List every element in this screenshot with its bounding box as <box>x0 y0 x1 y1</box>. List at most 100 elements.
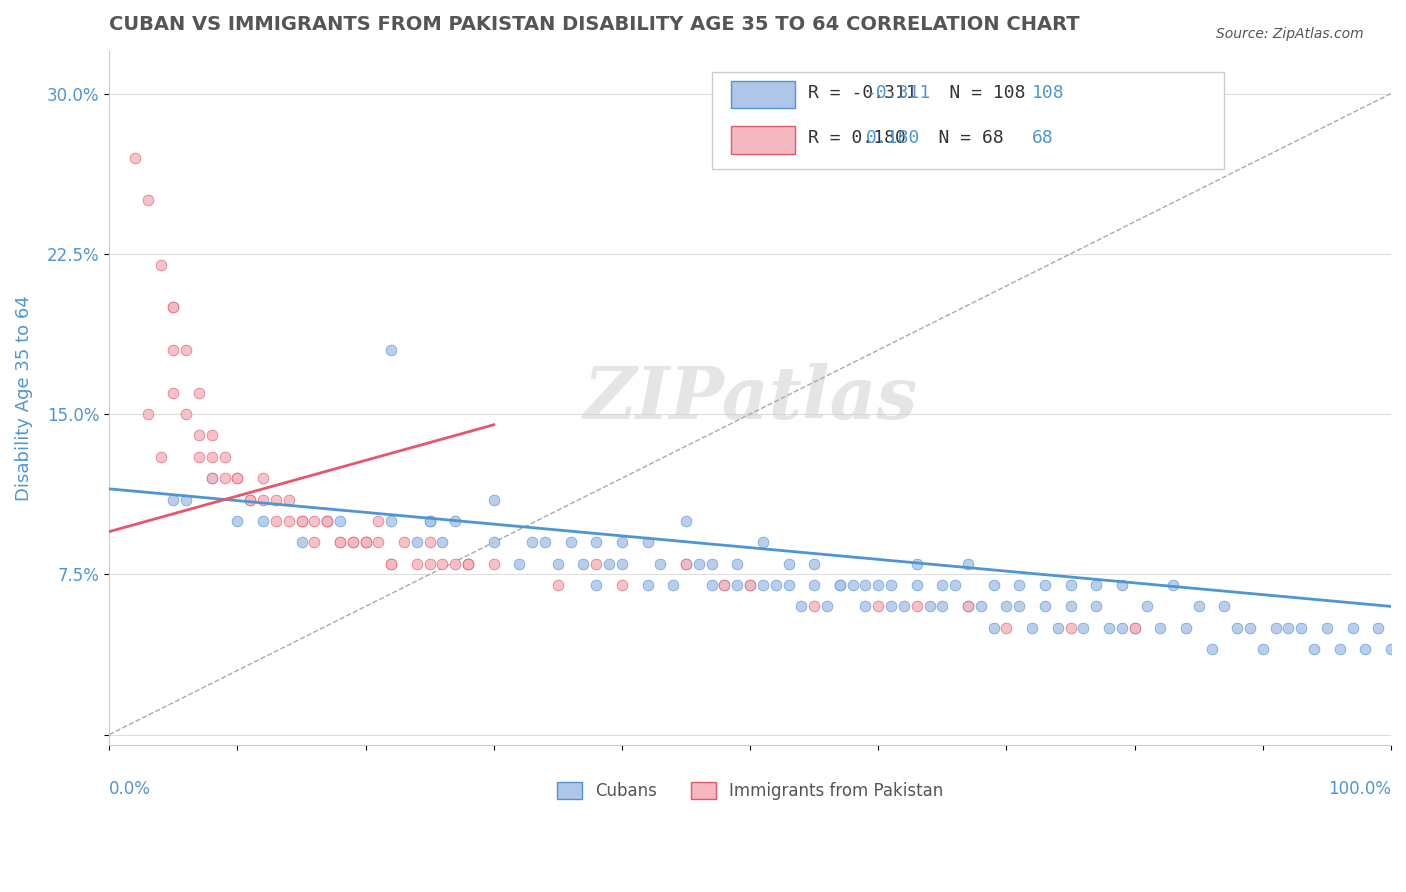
Point <box>1277 621 1299 635</box>
Point <box>1098 621 1121 635</box>
Point <box>188 450 211 464</box>
Point <box>136 194 159 208</box>
Point <box>1291 621 1313 635</box>
Point <box>1059 599 1081 614</box>
Point <box>803 578 825 592</box>
Point <box>740 578 762 592</box>
Point <box>174 343 197 357</box>
Point <box>329 514 352 528</box>
Point <box>405 557 427 571</box>
Point <box>354 535 377 549</box>
Point <box>252 471 274 485</box>
Point <box>1123 621 1146 635</box>
Point <box>252 492 274 507</box>
Point <box>585 535 607 549</box>
Point <box>931 578 953 592</box>
Point <box>342 535 364 549</box>
Point <box>149 450 172 464</box>
Point <box>354 535 377 549</box>
Point <box>432 557 454 571</box>
Point <box>304 514 326 528</box>
Point <box>124 151 146 165</box>
Point <box>943 578 966 592</box>
Point <box>778 557 800 571</box>
Point <box>740 578 762 592</box>
Point <box>610 535 633 549</box>
Point <box>277 492 299 507</box>
Point <box>457 557 479 571</box>
Point <box>1073 621 1095 635</box>
Point <box>1174 621 1197 635</box>
Point <box>725 557 748 571</box>
Point <box>828 578 851 592</box>
Point <box>405 535 427 549</box>
Point <box>610 557 633 571</box>
Point <box>239 492 262 507</box>
Point <box>342 535 364 549</box>
Point <box>1226 621 1249 635</box>
Point <box>162 385 184 400</box>
Point <box>214 471 236 485</box>
Point <box>637 578 659 592</box>
Point <box>585 557 607 571</box>
Point <box>226 471 249 485</box>
Point <box>675 557 697 571</box>
Point <box>1149 621 1171 635</box>
Point <box>765 578 787 592</box>
Point <box>572 557 595 571</box>
Point <box>174 492 197 507</box>
Point <box>778 578 800 592</box>
Point <box>815 599 838 614</box>
Point <box>264 514 287 528</box>
Point <box>995 599 1018 614</box>
Point <box>956 557 979 571</box>
Point <box>316 514 339 528</box>
Point <box>700 557 723 571</box>
Point <box>931 599 953 614</box>
Point <box>290 514 312 528</box>
Point <box>995 621 1018 635</box>
Text: 68: 68 <box>1032 128 1054 146</box>
Point <box>201 471 224 485</box>
Point <box>598 557 620 571</box>
Point <box>610 578 633 592</box>
Point <box>918 599 941 614</box>
Point <box>226 514 249 528</box>
Point <box>1085 599 1108 614</box>
Point <box>803 557 825 571</box>
Point <box>983 621 1005 635</box>
Point <box>380 343 402 357</box>
Point <box>1201 642 1223 657</box>
Point <box>905 599 928 614</box>
Legend: Cubans, Immigrants from Pakistan: Cubans, Immigrants from Pakistan <box>550 775 950 806</box>
Point <box>1085 578 1108 592</box>
Text: 0.0%: 0.0% <box>110 780 150 798</box>
Point <box>380 557 402 571</box>
Point <box>329 535 352 549</box>
Point <box>1059 578 1081 592</box>
Point <box>174 407 197 421</box>
Point <box>868 599 890 614</box>
FancyBboxPatch shape <box>731 126 794 153</box>
Point <box>264 492 287 507</box>
Point <box>136 407 159 421</box>
Point <box>290 535 312 549</box>
Point <box>329 535 352 549</box>
Point <box>304 535 326 549</box>
Point <box>855 578 877 592</box>
Point <box>239 492 262 507</box>
Point <box>752 578 775 592</box>
Point <box>482 535 505 549</box>
Point <box>752 535 775 549</box>
Point <box>956 599 979 614</box>
Point <box>700 578 723 592</box>
Point <box>457 557 479 571</box>
Text: CUBAN VS IMMIGRANTS FROM PAKISTAN DISABILITY AGE 35 TO 64 CORRELATION CHART: CUBAN VS IMMIGRANTS FROM PAKISTAN DISABI… <box>110 15 1080 34</box>
Point <box>201 428 224 442</box>
Point <box>1021 621 1043 635</box>
Point <box>419 557 441 571</box>
Text: R = 0.180   N = 68: R = 0.180 N = 68 <box>808 128 1004 146</box>
Point <box>560 535 582 549</box>
Point <box>419 535 441 549</box>
Point <box>880 578 903 592</box>
